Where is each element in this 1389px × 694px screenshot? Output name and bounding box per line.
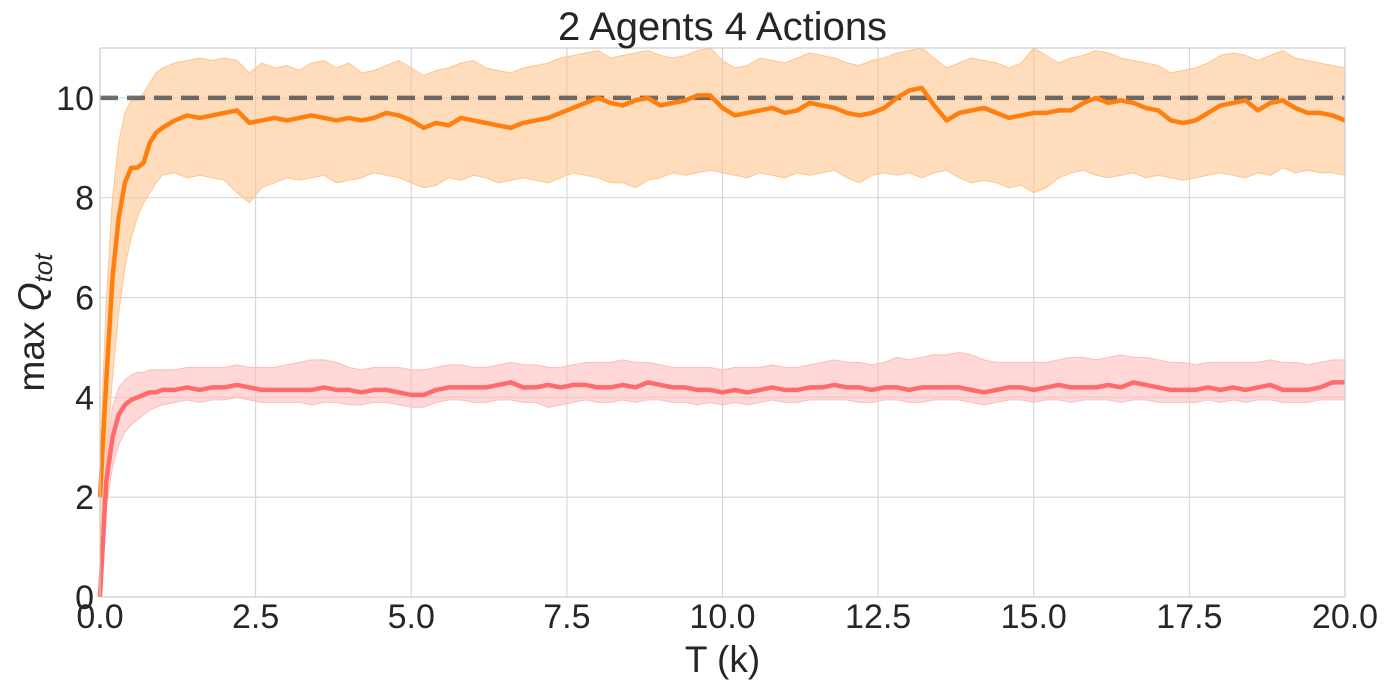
- x-tick-label: 2.5: [232, 598, 279, 636]
- chart-title: 2 Agents 4 Actions: [558, 5, 887, 49]
- y-tick-labels: 0 2 4 6 8 10: [56, 80, 94, 617]
- x-tick-label: 5.0: [388, 598, 435, 636]
- series-lines: [97, 85, 1346, 598]
- series-2-line: [97, 380, 1345, 598]
- x-tick-labels: 0.0 2.5 5.0 7.5 10.0 12.5 15.0 17.5 20.0: [76, 598, 1378, 636]
- y-tick-label: 8: [75, 180, 94, 218]
- x-tick-label: 12.5: [845, 598, 911, 636]
- series-1-line: [97, 85, 1346, 498]
- x-tick-label: 17.5: [1156, 598, 1222, 636]
- y-axis-title-prefix: max: [11, 311, 52, 391]
- y-tick-label: 0: [75, 579, 94, 617]
- y-tick-label: 6: [75, 280, 94, 318]
- x-axis-title: T (k): [685, 639, 760, 680]
- y-tick-label: 2: [75, 479, 94, 517]
- x-tick-label: 15.0: [1001, 598, 1067, 636]
- x-tick-label: 0.0: [76, 598, 123, 636]
- x-tick-label: 10.0: [689, 598, 755, 636]
- x-tick-label: 20.0: [1312, 598, 1378, 636]
- plot-frame: [99, 47, 1346, 598]
- y-tick-label: 4: [75, 379, 94, 417]
- y-axis-title-symbol: Q: [11, 282, 52, 311]
- y-tick-label: 10: [56, 80, 94, 118]
- y-axis-title: max Qtot: [11, 252, 58, 392]
- y-axis-title-subscript: tot: [28, 252, 58, 283]
- x-tick-label: 7.5: [543, 598, 590, 636]
